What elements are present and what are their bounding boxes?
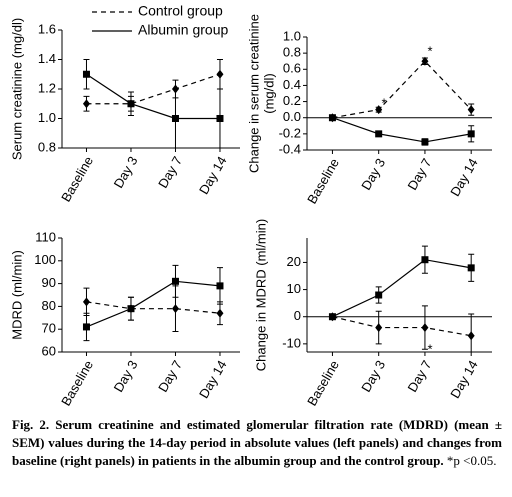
- x-tick-label: Day 3: [111, 358, 141, 395]
- marker: [82, 99, 90, 109]
- marker: [216, 308, 224, 318]
- y-tick-label: 0.0: [283, 109, 301, 124]
- y-axis-label: Change in MDRD (ml/min): [253, 219, 268, 371]
- annotation: *: [427, 43, 432, 58]
- marker: [127, 305, 135, 313]
- marker: [421, 138, 429, 146]
- caption: Fig. 2. Serum creatinine and estimated g…: [12, 416, 502, 470]
- y-axis-label: (mg/dl): [261, 73, 276, 113]
- y-axis-label: MDRD (ml/min): [9, 250, 24, 340]
- x-tick-label: Day 3: [358, 156, 388, 193]
- y-tick-label: 0.2: [283, 93, 301, 108]
- y-tick-label: 0.8: [38, 139, 56, 154]
- marker: [82, 323, 90, 331]
- x-tick-label: Baseline: [58, 154, 96, 205]
- y-tick-label: 1.6: [38, 21, 56, 36]
- marker: [216, 69, 224, 79]
- y-axis-label: Serum creatinine (mg/dl): [9, 18, 24, 160]
- legend-label: Albumin group: [138, 22, 228, 38]
- series-line: [86, 280, 221, 328]
- marker: [171, 115, 179, 122]
- x-tick-label: Day 14: [447, 156, 481, 199]
- marker: [421, 256, 429, 264]
- annotation: *: [427, 341, 432, 356]
- x-tick-label: Day 14: [196, 358, 230, 401]
- x-tick-label: Baseline: [58, 358, 96, 409]
- marker: [216, 115, 224, 122]
- y-tick-label: 70: [42, 321, 56, 336]
- series-line: [332, 60, 472, 119]
- x-tick-label: Day 3: [111, 154, 141, 191]
- marker: [467, 331, 475, 341]
- x-tick-label: Day 14: [196, 154, 230, 197]
- series-line: [332, 117, 472, 143]
- series-line: [86, 301, 221, 314]
- marker: [216, 282, 224, 290]
- y-tick-label: 10: [287, 281, 301, 296]
- x-tick-label: Day 7: [405, 156, 435, 193]
- y-tick-label: 0.6: [283, 61, 301, 76]
- marker: [467, 130, 475, 138]
- marker: [375, 105, 383, 115]
- y-tick-label: 0.4: [283, 77, 301, 92]
- marker: [467, 264, 475, 272]
- marker: [82, 297, 90, 307]
- marker: [375, 130, 383, 138]
- legend-label: Control group: [138, 3, 223, 19]
- series-line: [86, 73, 220, 120]
- y-tick-label: 60: [42, 343, 56, 358]
- y-tick-label: -0.4: [279, 141, 301, 156]
- marker: [328, 313, 336, 321]
- x-tick-label: Baseline: [304, 156, 342, 207]
- series-line: [86, 73, 221, 105]
- marker: [421, 56, 429, 66]
- y-axis-label: Change in serum creatinine: [246, 14, 261, 173]
- marker: [328, 114, 336, 122]
- y-tick-label: -0.2: [279, 125, 301, 140]
- y-tick-label: 0: [294, 308, 301, 323]
- y-tick-label: -10: [282, 335, 301, 350]
- x-tick-label: Day 14: [447, 358, 481, 401]
- marker: [171, 304, 179, 314]
- y-tick-label: 0.8: [283, 45, 301, 60]
- caption-note: *p <0.05.: [446, 453, 497, 468]
- x-tick-label: Day 7: [405, 358, 435, 395]
- y-tick-label: 1.0: [38, 110, 56, 125]
- marker: [82, 70, 90, 78]
- y-tick-label: 110: [35, 229, 56, 244]
- caption-text: Fig. 2. Serum creatinine and estimated g…: [12, 417, 502, 468]
- x-tick-label: Day 7: [155, 154, 185, 191]
- figure: 0.8 1.0 1.2 1.4 1.6 Baseline Day 3 Day 7 Day 14 S…: [9, 3, 492, 409]
- x-tick-label: Day 3: [358, 358, 388, 395]
- y-tick-label: 90: [42, 275, 56, 290]
- y-tick-label: 1.0: [283, 28, 301, 43]
- y-tick-label: 80: [42, 298, 56, 313]
- y-tick-label: 1.4: [38, 51, 56, 66]
- annotation: *: [381, 95, 386, 110]
- marker: [375, 291, 383, 299]
- y-tick-label: 100: [34, 252, 56, 267]
- y-tick-label: 20: [287, 254, 301, 269]
- marker: [127, 100, 135, 108]
- x-tick-label: Day 7: [155, 358, 185, 395]
- marker: [467, 105, 475, 115]
- marker: [421, 323, 429, 333]
- y-tick-label: 1.2: [38, 80, 56, 95]
- marker: [171, 277, 179, 285]
- marker: [375, 323, 383, 333]
- series-line: [332, 259, 472, 318]
- x-tick-label: Baseline: [304, 358, 342, 409]
- series-line: [332, 316, 472, 337]
